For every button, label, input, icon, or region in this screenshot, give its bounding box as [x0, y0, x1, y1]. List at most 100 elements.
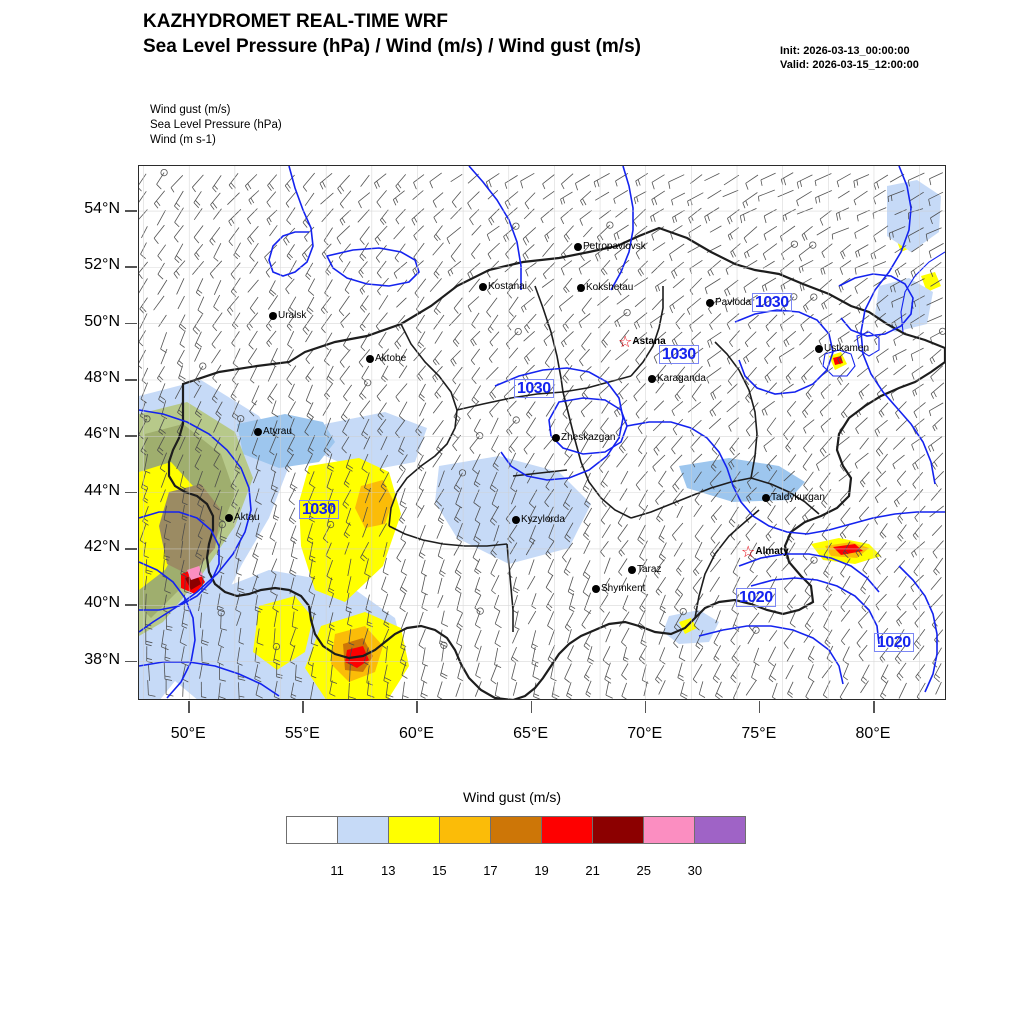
latitude-tick-label: 48°N	[84, 369, 120, 386]
longitude-tick-label: 50°E	[170, 725, 206, 742]
colorbar-tick-label: 15	[432, 863, 447, 878]
city-name-label: Ustkamen	[824, 343, 870, 354]
city-marker: Aktau	[225, 513, 260, 524]
latitude-tick-label: 46°N	[84, 425, 120, 443]
city-dot-icon	[815, 345, 823, 353]
field-legend: Wind gust (m/s) Sea Level Pressure (hPa)…	[150, 103, 282, 148]
city-marker: Zheskazgan	[552, 433, 615, 444]
field-legend-slp: Sea Level Pressure (hPa)	[150, 119, 282, 131]
isobars-thin	[822, 251, 945, 377]
city-marker: Taldykurgan	[762, 493, 825, 504]
colorbar-tick-label: 30	[687, 863, 703, 878]
colorbar-swatch[interactable]	[440, 817, 491, 843]
latitude-tick-label: 40°N	[84, 594, 120, 612]
longitude-tick-mark	[302, 701, 304, 713]
latitude-tick-mark	[125, 379, 137, 381]
city-name-label: Taraz	[637, 564, 662, 575]
colorbar-title: Wind gust (m/s)	[462, 789, 561, 805]
city-name-label: Kokshetau	[586, 282, 634, 293]
city-dot-icon	[592, 585, 600, 593]
colorbar-swatch[interactable]	[338, 817, 389, 843]
latitude-tick-mark	[125, 491, 137, 494]
valid-time-label: Valid: 2026-03-15_12:00:00	[780, 59, 919, 71]
city-marker: Petropavlovsk	[574, 242, 646, 253]
city-marker: Aktobe	[366, 354, 406, 365]
admin-borders	[167, 226, 945, 699]
latitude-tick-label: 44°N	[84, 481, 120, 499]
longitude-tick-label: 75°E	[741, 725, 777, 742]
longitude-tick-label: 60°E	[399, 725, 434, 742]
city-dot-icon	[225, 514, 233, 522]
colorbar-swatch[interactable]	[542, 817, 593, 843]
latitude-tick-mark	[125, 604, 137, 606]
latitude-tick-label: 38°N	[84, 650, 120, 668]
isobar-value-label: 1020	[736, 588, 776, 607]
city-marker: Shymkent	[592, 584, 645, 595]
colorbar-tick-label: 17	[483, 863, 498, 878]
city-dot-icon	[706, 299, 714, 307]
field-legend-wind: Wind (m s-1)	[150, 134, 216, 146]
longitude-tick-mark	[530, 701, 533, 713]
longitude-tick-mark	[872, 701, 875, 713]
city-dot-icon	[254, 428, 262, 436]
city-name-label: Astana	[632, 336, 666, 347]
city-dot-icon	[762, 494, 770, 502]
city-marker: Uralsk	[269, 311, 306, 322]
latitude-tick-mark	[125, 322, 137, 325]
colorbar-swatch[interactable]	[287, 817, 338, 843]
map-canvas	[139, 166, 945, 699]
city-marker: Kokshetau	[577, 283, 633, 294]
latitude-tick-mark	[125, 210, 137, 212]
colorbar-swatch[interactable]	[389, 817, 440, 843]
city-name-label: Uralsk	[278, 310, 307, 321]
capital-star-icon: ☆	[618, 334, 633, 351]
city-name-label: Kyzylorda	[521, 514, 565, 525]
colorbar-tick-label: 13	[380, 863, 396, 878]
isobars	[139, 166, 945, 699]
city-name-label: Aktau	[234, 512, 260, 523]
longitude-tick-mark	[188, 701, 190, 713]
city-name-label: Almaty	[755, 546, 789, 557]
page-subtitle: Sea Level Pressure (hPa) / Wind (m/s) / …	[143, 36, 641, 57]
city-name-label: Taldykurgan	[771, 492, 825, 503]
city-marker: Kyzylorda	[512, 515, 565, 526]
windgust-shading	[139, 180, 941, 699]
colorbar-swatch[interactable]	[593, 817, 644, 843]
longitude-tick-mark	[644, 701, 647, 713]
city-name-label: Atyrau	[263, 426, 292, 437]
colorbar-tick-label: 19	[534, 863, 549, 878]
city-marker: ☆Astana	[618, 334, 666, 351]
city-dot-icon	[628, 566, 636, 574]
colorbar-swatch[interactable]	[695, 817, 745, 843]
field-legend-windgust: Wind gust (m/s)	[150, 104, 231, 116]
colorbar[interactable]	[286, 816, 746, 844]
latitude-tick-mark	[125, 547, 137, 550]
latitude-tick-label: 50°N	[84, 312, 120, 330]
city-marker: Taraz	[628, 565, 661, 576]
city-name-label: Aktobe	[375, 353, 407, 364]
latitude-tick-label: 42°N	[84, 537, 120, 555]
colorbar-swatch[interactable]	[491, 817, 542, 843]
isobar-value-label: 1030	[659, 345, 699, 364]
latitude-tick-label: 54°N	[84, 200, 120, 218]
city-name-label: Kostanai	[488, 281, 527, 292]
longitude-tick-label: 55°E	[284, 725, 320, 742]
model-run-info: Init: 2026-03-13_00:00:00 Valid: 2026-03…	[780, 44, 919, 72]
longitude-tick-label: 70°E	[627, 725, 663, 742]
isobar-value-label: 1020	[874, 633, 914, 652]
latitude-tick-mark	[125, 266, 137, 268]
city-dot-icon	[366, 355, 374, 363]
graticule	[139, 166, 945, 699]
city-name-label: Shymkent	[601, 583, 646, 594]
city-dot-icon	[552, 434, 560, 442]
page-title: KAZHYDROMET REAL-TIME WRF	[143, 11, 449, 32]
city-dot-icon	[269, 312, 277, 320]
colorbar-swatch[interactable]	[644, 817, 695, 843]
city-dot-icon	[577, 284, 585, 292]
city-dot-icon	[574, 243, 582, 251]
weather-map-plot[interactable]: Petropavlovsk Kostanai Kokshetau Pavlodar Ur…	[138, 165, 946, 700]
city-name-label: Karaganda	[657, 373, 706, 384]
isobar-value-label: 1030	[299, 500, 339, 519]
city-name-label: Pavlodar	[715, 297, 755, 308]
longitude-tick-label: 65°E	[513, 725, 549, 742]
